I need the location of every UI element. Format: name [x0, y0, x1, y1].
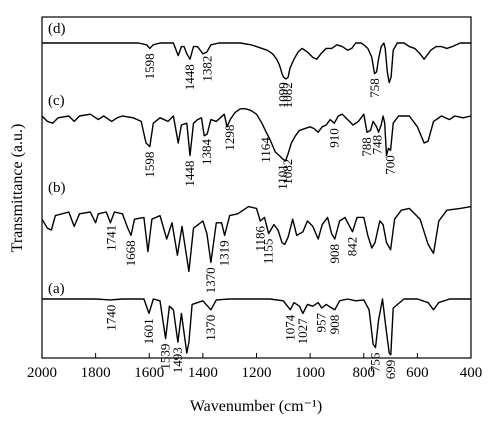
- peak-label: 1448: [182, 64, 197, 90]
- spectrum-line-2: [41, 108, 472, 162]
- peak-label: 1082: [280, 159, 295, 185]
- x-tick-label: 1000: [295, 365, 325, 381]
- x-tick-label: 1800: [81, 365, 111, 381]
- series-label-2: (c): [48, 93, 65, 109]
- x-tick-label: 400: [460, 365, 483, 381]
- peak-label: 1298: [222, 125, 237, 151]
- spectrum-line-3: [42, 42, 471, 84]
- peak-label: 1082: [280, 82, 295, 108]
- peak-label: 1384: [199, 139, 214, 166]
- x-tick-label: 1400: [188, 365, 218, 381]
- peak-label: 910: [326, 128, 341, 148]
- spectra-group: (a) (b) (c) (d): [41, 21, 472, 356]
- spectrum-line-1: [41, 205, 472, 273]
- peak-label: 1074: [282, 314, 297, 341]
- peak-label: 1186: [252, 226, 267, 252]
- peak-label: 1382: [200, 56, 215, 82]
- x-tick-label: 800: [353, 365, 376, 381]
- peak-label: 908: [327, 315, 342, 335]
- series-label-3: (d): [48, 21, 66, 37]
- peak-label: 1601: [141, 318, 156, 344]
- peak-label: 1164: [258, 137, 273, 163]
- x-axis-title: Wavenumber (cm⁻¹): [190, 398, 322, 415]
- peak-label: 1668: [123, 240, 138, 266]
- x-tick-label: 1200: [242, 365, 272, 381]
- peak-label: 1370: [203, 315, 218, 341]
- peak-label: 699: [383, 360, 398, 380]
- x-tick-label: 2000: [27, 365, 57, 381]
- peak-label: 1155: [261, 239, 276, 265]
- peak-label: 1741: [103, 225, 118, 251]
- peak-label: 908: [327, 244, 342, 264]
- peak-label: 957: [314, 313, 329, 333]
- peak-label: 1598: [142, 152, 157, 178]
- series-label-1: (b): [48, 180, 66, 196]
- peak-label: 1539: [158, 344, 173, 370]
- peak-label: 758: [367, 78, 382, 98]
- series-label-0: (a): [48, 281, 65, 297]
- peak-label: 1101: [275, 164, 290, 190]
- spectrum-line-0: [42, 298, 471, 356]
- peak-label: 788: [359, 137, 374, 157]
- peak-label: 700: [383, 155, 398, 175]
- peak-label: 1319: [217, 240, 232, 266]
- peak-label: 1099: [276, 82, 291, 108]
- peak-label: 1493: [170, 347, 185, 373]
- peak-label: 1448: [182, 161, 197, 187]
- peak-label: 1598: [142, 53, 157, 79]
- x-tick-label: 600: [406, 365, 429, 381]
- peak-label: 756: [368, 352, 383, 372]
- peak-label: 842: [345, 237, 360, 256]
- x-axis-ticks: 2000 1800 1600 1400 1200 1000 800 600 400: [27, 353, 482, 381]
- peak-label: 1370: [203, 267, 218, 293]
- y-axis-title: Transmittance (a.u.): [9, 124, 26, 253]
- peak-label: 748: [370, 135, 385, 155]
- peak-label: 1027: [295, 318, 310, 345]
- peak-label: 1740: [104, 305, 119, 331]
- x-tick-label: 1600: [134, 365, 164, 381]
